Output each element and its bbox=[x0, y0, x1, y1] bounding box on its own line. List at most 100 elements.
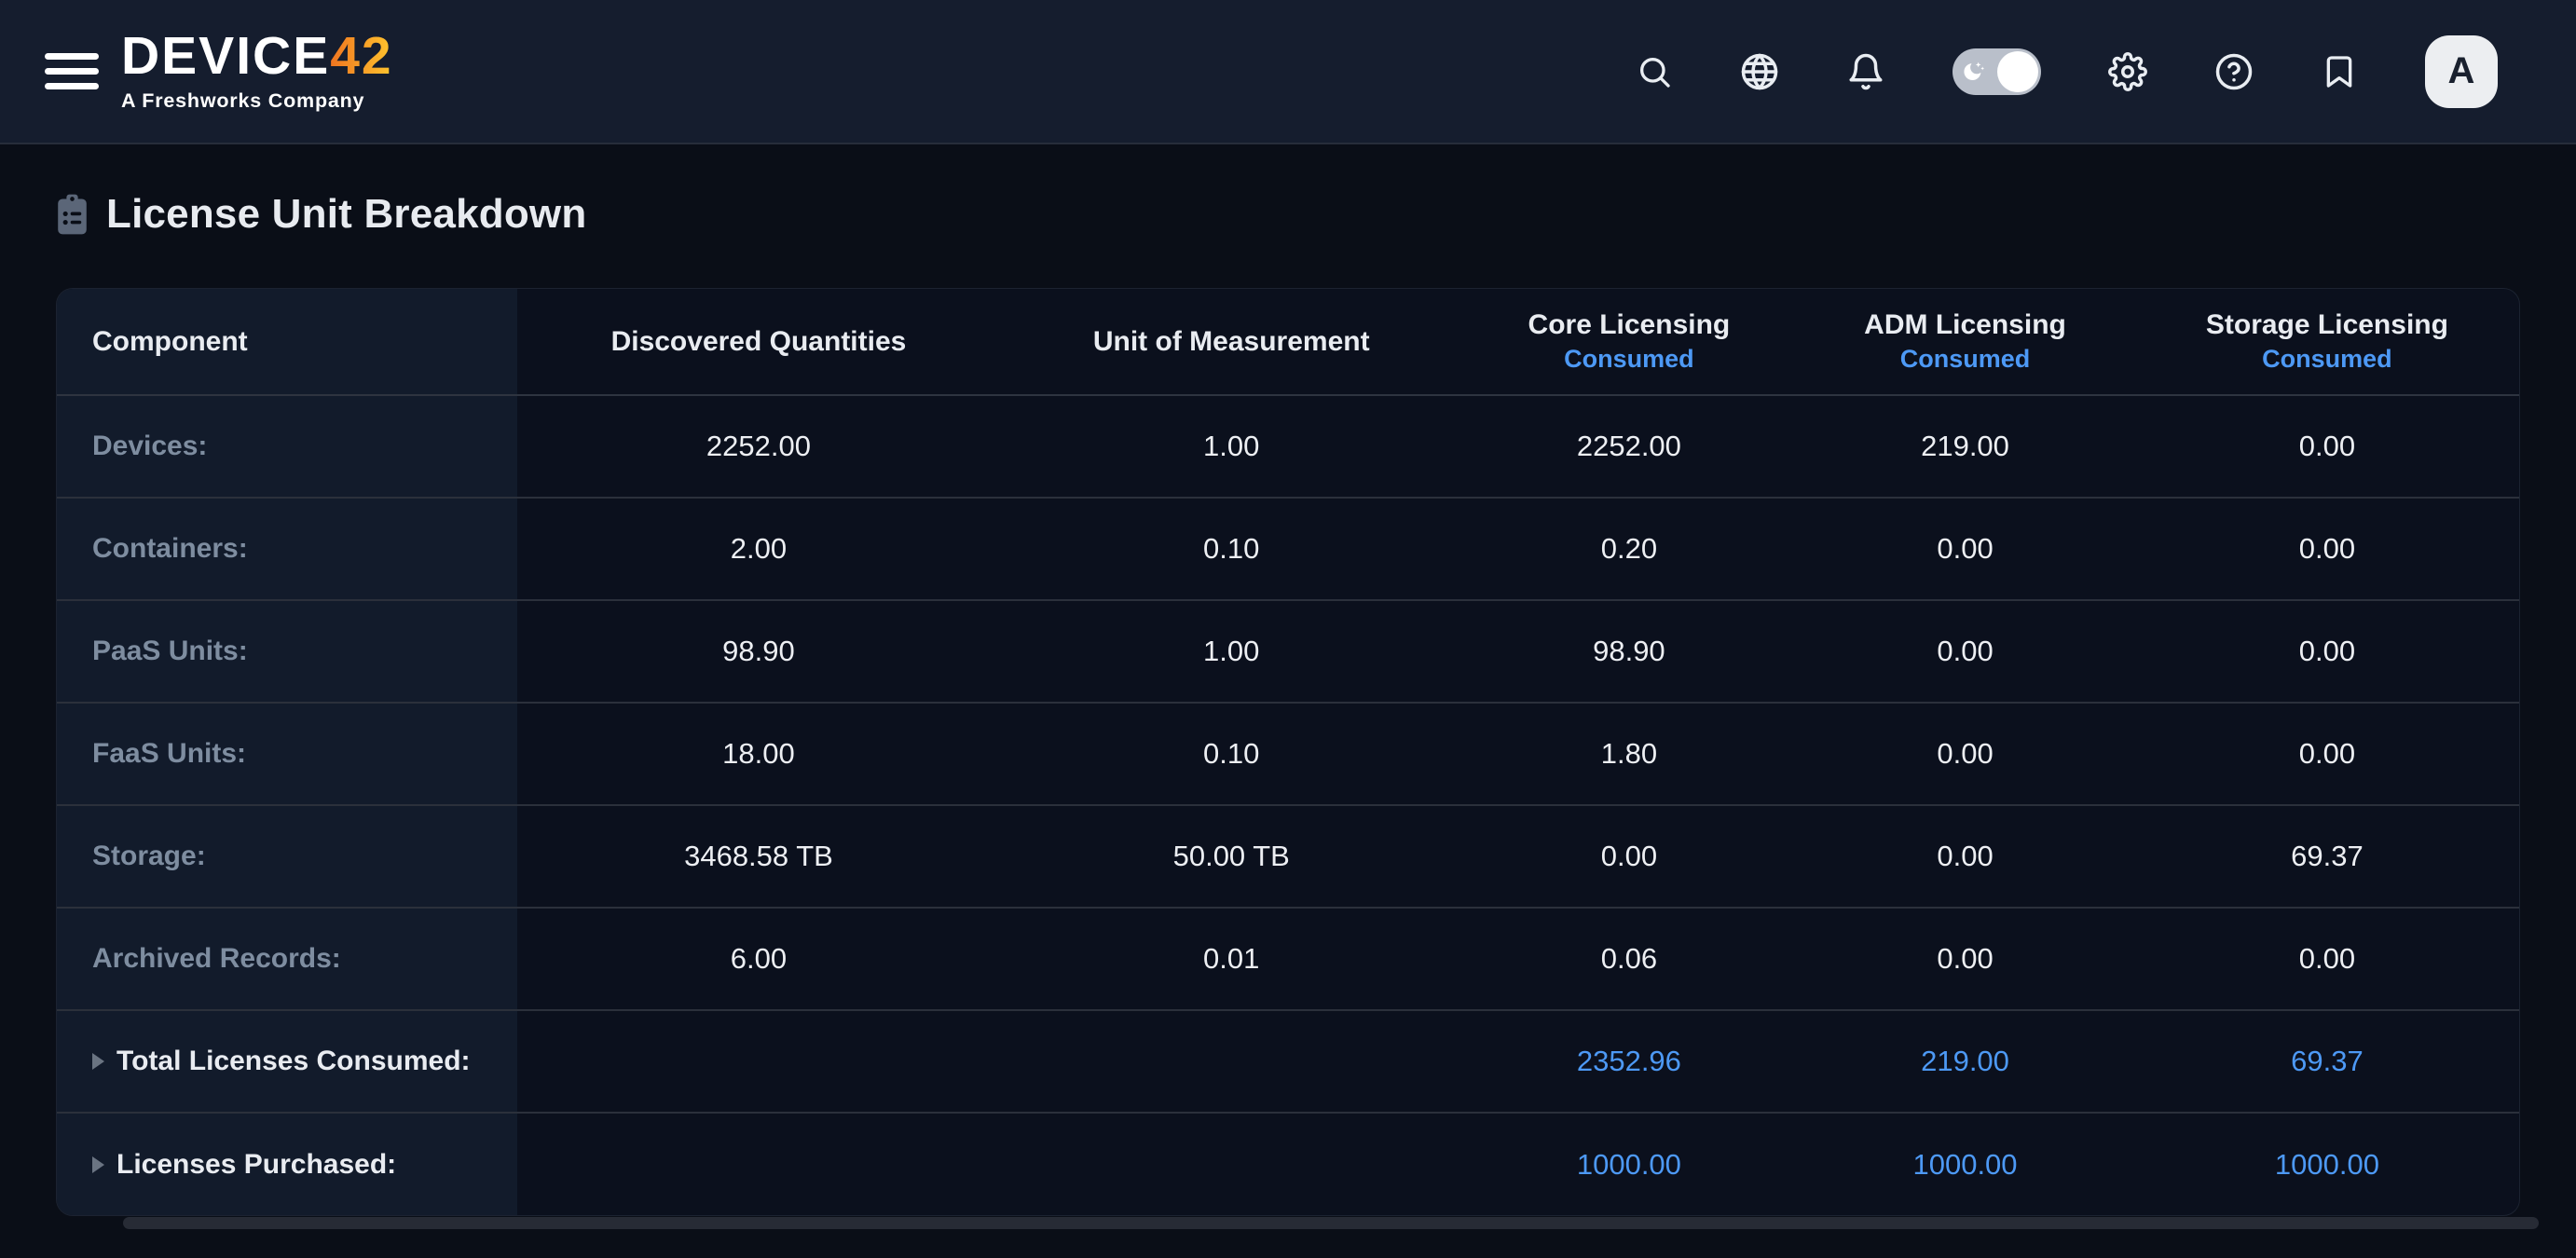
cell-value: 0.00 bbox=[1462, 805, 1796, 909]
user-avatar[interactable]: A bbox=[2425, 34, 2498, 108]
summary-row-label-cell: Licenses Purchased: bbox=[57, 1113, 518, 1215]
cell-value: 1000.00 bbox=[1912, 1147, 2018, 1181]
table-row-devices: Devices: 2252.00 1.00 2252.00 219.00 0.0… bbox=[57, 395, 2519, 499]
page-header: License Unit Breakdown bbox=[56, 191, 2520, 238]
cell-value: 0.00 bbox=[1795, 498, 2135, 601]
license-breakdown-table: Component Discovered Quantities Unit of … bbox=[56, 288, 2520, 1216]
cell-value: 3468.58 TB bbox=[517, 805, 1000, 909]
brand-name: DEVICE bbox=[121, 26, 331, 86]
language-globe-icon[interactable] bbox=[1740, 52, 1779, 91]
cell-value: 0.00 bbox=[1795, 805, 2135, 909]
column-header-label: Core Licensing bbox=[1528, 309, 1731, 340]
row-label: Containers: bbox=[57, 498, 518, 601]
cell-value: 0.00 bbox=[2134, 703, 2519, 806]
clipboard-list-icon bbox=[58, 194, 87, 235]
main-content: License Unit Breakdown Component Discove… bbox=[0, 191, 2576, 1216]
cell-value bbox=[517, 1010, 1000, 1114]
cell-value: 0.00 bbox=[2134, 600, 2519, 704]
settings-gear-icon[interactable] bbox=[2108, 51, 2147, 91]
help-icon-glyph bbox=[2215, 53, 2253, 89]
avatar-initial: A bbox=[2447, 50, 2475, 91]
brand-wordmark: DEVICE42 bbox=[121, 30, 393, 83]
toggle-knob bbox=[1997, 50, 2038, 92]
cell-value: 0.00 bbox=[1795, 600, 2135, 704]
cell-value: 0.20 bbox=[1462, 498, 1796, 601]
table-row-licenses-purchased: Licenses Purchased: 1000.00 1000.00 1000… bbox=[57, 1113, 2519, 1215]
topbar-actions: A bbox=[1636, 34, 2498, 108]
table-row-storage: Storage: 3468.58 TB 50.00 TB 0.00 0.00 6… bbox=[57, 805, 2519, 909]
hamburger-bar bbox=[45, 68, 99, 75]
brand-logo[interactable]: DEVICE42 A Freshworks Company bbox=[121, 30, 393, 113]
row-label: FaaS Units: bbox=[57, 703, 518, 806]
cell-value: 0.10 bbox=[999, 703, 1463, 806]
table-header-row: Component Discovered Quantities Unit of … bbox=[57, 289, 2519, 396]
dark-mode-toggle[interactable] bbox=[1953, 48, 2041, 95]
column-header-label: Storage Licensing bbox=[2205, 309, 2448, 340]
hamburger-bar bbox=[45, 53, 99, 60]
notifications-bell-icon[interactable] bbox=[1846, 52, 1885, 91]
table-row-containers: Containers: 2.00 0.10 0.20 0.00 0.00 bbox=[57, 498, 2519, 601]
column-header-storage-licensing: Storage Licensing Consumed bbox=[2134, 289, 2519, 396]
expand-arrow-icon bbox=[92, 1053, 104, 1070]
column-header-component: Component bbox=[57, 289, 518, 396]
cell-value: 69.37 bbox=[2134, 1010, 2519, 1114]
cell-value: 98.90 bbox=[517, 600, 1000, 704]
search-icon[interactable] bbox=[1636, 53, 1673, 90]
cell-value: 0.00 bbox=[2134, 498, 2519, 601]
cell-value bbox=[999, 1010, 1463, 1114]
bookmark-icon[interactable] bbox=[2321, 53, 2358, 90]
moon-stars-icon bbox=[1964, 62, 1985, 81]
cell-value: 1.80 bbox=[1462, 703, 1796, 806]
cell-value: 50.00 TB bbox=[999, 805, 1463, 909]
brand-suffix: 42 bbox=[330, 26, 393, 86]
bookmark-icon-glyph bbox=[2326, 55, 2352, 88]
top-navigation-bar: DEVICE42 A Freshworks Company bbox=[0, 0, 2576, 144]
cell-value: 219.00 bbox=[1795, 1010, 2135, 1114]
row-label: Archived Records: bbox=[57, 908, 518, 1011]
cell-value: 1.00 bbox=[999, 600, 1463, 704]
horizontal-scrollbar[interactable] bbox=[123, 1217, 2539, 1229]
cell-value: 6.00 bbox=[517, 908, 1000, 1011]
cell-value bbox=[517, 1113, 1000, 1215]
hamburger-bar bbox=[45, 83, 99, 89]
bell-icon-glyph bbox=[1849, 53, 1883, 89]
menu-hamburger-icon[interactable] bbox=[45, 53, 99, 89]
row-label: PaaS Units: bbox=[57, 600, 518, 704]
cell-value: 219.00 bbox=[1795, 395, 2135, 499]
cell-value: 0.00 bbox=[1795, 703, 2135, 806]
column-header-label: ADM Licensing bbox=[1864, 309, 2066, 340]
expand-arrow-icon bbox=[92, 1155, 104, 1173]
page-title: License Unit Breakdown bbox=[106, 191, 587, 237]
cell-value: 0.00 bbox=[2134, 395, 2519, 499]
cell-value bbox=[1000, 1113, 1463, 1215]
cell-value: 1000.00 bbox=[1576, 1147, 1681, 1181]
cell-value: 2252.00 bbox=[517, 395, 1000, 499]
cell-value: 18.00 bbox=[517, 703, 1000, 806]
cell-value: 0.10 bbox=[999, 498, 1463, 601]
help-icon[interactable] bbox=[2214, 52, 2254, 91]
column-header-discovered-quantities: Discovered Quantities bbox=[517, 289, 1000, 396]
cell-value: 1.00 bbox=[999, 395, 1463, 499]
globe-icon-glyph bbox=[1741, 53, 1778, 89]
search-icon-glyph bbox=[1640, 57, 1670, 88]
expand-licenses-purchased[interactable]: Licenses Purchased: bbox=[92, 1149, 396, 1181]
cell-value: 69.37 bbox=[2134, 805, 2519, 909]
column-header-sublabel: Consumed bbox=[2262, 345, 2392, 373]
cell-value: 0.00 bbox=[2134, 908, 2519, 1011]
cell-value: 0.01 bbox=[999, 908, 1463, 1011]
cell-value: 0.06 bbox=[1462, 908, 1796, 1011]
row-label: Storage: bbox=[57, 805, 518, 909]
column-header-core-licensing: Core Licensing Consumed bbox=[1462, 289, 1796, 396]
cell-value: 1000.00 bbox=[2274, 1147, 2379, 1181]
summary-row-label: Total Licenses Consumed: bbox=[116, 1046, 471, 1076]
column-header-sublabel: Consumed bbox=[1899, 345, 2031, 373]
table-row-paas-units: PaaS Units: 98.90 1.00 98.90 0.00 0.00 bbox=[57, 600, 2519, 704]
summary-row-label-cell: Total Licenses Consumed: bbox=[57, 1010, 518, 1114]
column-header-unit-of-measurement: Unit of Measurement bbox=[999, 289, 1463, 396]
cell-value: 2352.96 bbox=[1462, 1010, 1796, 1114]
table-row-faas-units: FaaS Units: 18.00 0.10 1.80 0.00 0.00 bbox=[57, 703, 2519, 806]
row-label: Devices: bbox=[57, 395, 518, 499]
expand-total-consumed[interactable]: Total Licenses Consumed: bbox=[92, 1046, 471, 1077]
cell-value: 98.90 bbox=[1462, 600, 1796, 704]
gear-icon-glyph bbox=[2108, 51, 2147, 91]
